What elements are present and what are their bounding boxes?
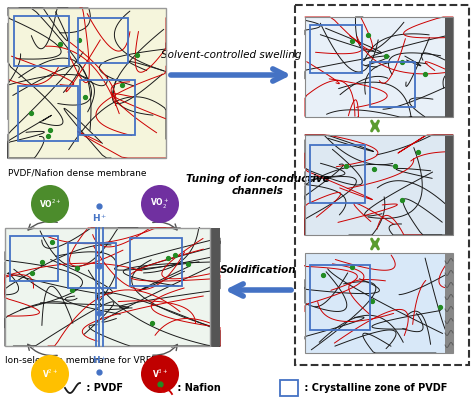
Bar — [310, 265, 370, 330]
Bar — [445, 253, 453, 353]
Bar — [14, 16, 69, 66]
Bar — [80, 80, 135, 135]
Text: PVDF/Nafion dense membrane: PVDF/Nafion dense membrane — [8, 168, 146, 177]
Bar — [305, 135, 453, 235]
Bar — [445, 135, 453, 235]
Bar — [295, 5, 469, 365]
Text: Tuning of ion-conductive
channels: Tuning of ion-conductive channels — [186, 174, 330, 196]
Bar — [5, 228, 220, 346]
Text: : PVDF: : PVDF — [83, 383, 123, 393]
Text: H$^+$: H$^+$ — [91, 212, 107, 224]
Text: : Crystalline zone of PVDF: : Crystalline zone of PVDF — [301, 383, 447, 393]
Bar — [8, 8, 166, 158]
Circle shape — [31, 355, 69, 393]
Bar — [305, 17, 453, 117]
Bar — [305, 253, 453, 353]
Bar — [78, 18, 128, 63]
Bar — [210, 228, 220, 346]
Text: : Nafion: : Nafion — [174, 383, 221, 393]
Circle shape — [141, 355, 179, 393]
Bar — [8, 8, 166, 158]
Bar — [10, 236, 58, 281]
Text: V$^{3+}$: V$^{3+}$ — [152, 368, 168, 380]
Circle shape — [31, 185, 69, 223]
Bar — [280, 380, 298, 396]
Bar — [305, 135, 453, 235]
Bar — [310, 25, 362, 73]
Circle shape — [141, 185, 179, 223]
Bar — [445, 17, 453, 117]
Bar — [310, 145, 365, 203]
Bar — [305, 253, 453, 353]
Text: Ion-selective membrane for VRFB: Ion-selective membrane for VRFB — [5, 356, 157, 365]
Text: V$^{2+}$: V$^{2+}$ — [42, 368, 58, 380]
Bar — [68, 243, 116, 288]
Bar — [370, 62, 415, 107]
Text: Solidification: Solidification — [219, 265, 296, 275]
Text: Solvent-controlled swelling: Solvent-controlled swelling — [161, 50, 301, 60]
Bar — [130, 238, 182, 286]
Text: H$^+$: H$^+$ — [91, 354, 107, 366]
Text: VO$_2^+$: VO$_2^+$ — [150, 197, 170, 211]
Bar — [5, 228, 210, 346]
Bar — [305, 17, 453, 117]
Bar — [18, 86, 78, 141]
Text: VO$^{2+}$: VO$^{2+}$ — [38, 198, 62, 210]
